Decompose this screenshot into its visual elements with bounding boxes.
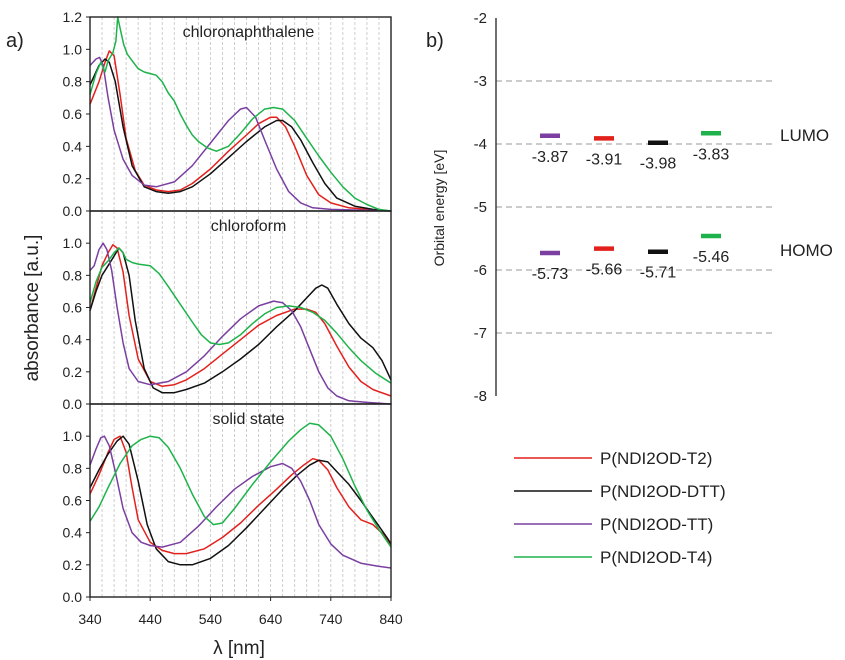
x-tick-label: 340: [78, 611, 102, 627]
homo-value-label: -5.66: [586, 262, 623, 279]
y-tick-label: 0.0: [63, 203, 83, 219]
legend-entry-tt: P(NDI2OD-TT): [600, 515, 713, 534]
panel-frame: [89, 16, 392, 212]
y-tick-label: 0.6: [63, 106, 83, 122]
y-tick-label: 1.2: [63, 9, 83, 25]
y-tick-label: 1.0: [63, 41, 83, 57]
lumo-value-label: -3.91: [586, 151, 623, 168]
y-tick-label: -2: [474, 10, 487, 27]
orbital-energy-chart: -2-3-4-5-6-7-8-3.87-5.73-3.91-5.66-3.98-…: [474, 10, 774, 405]
orbital-energy-y-axis-label: Orbital energy [eV]: [431, 150, 447, 267]
y-tick-label: 0.0: [63, 396, 83, 412]
y-tick-label: 0.4: [63, 138, 83, 154]
y-tick-label: 0.4: [63, 525, 83, 541]
lumo-label: LUMO: [780, 126, 829, 145]
y-tick-label: 0.2: [63, 364, 83, 380]
y-tick-label: 1.0: [63, 428, 83, 444]
series-line-dtt: [89, 247, 392, 394]
y-tick-label: -8: [474, 388, 487, 405]
y-tick-label: 0.8: [63, 74, 83, 90]
y-tick-label: -4: [474, 136, 487, 153]
panel-1: 0.0 0.2 0.4 0.6 0.8 1.0 chloroform: [63, 210, 392, 412]
series-line-tt: [89, 435, 392, 569]
panel-label: solid state: [212, 411, 284, 428]
y-tick-label: -6: [474, 262, 487, 279]
y-tick-label: 0.0: [63, 589, 83, 605]
y-tick-label: 0.2: [63, 171, 83, 187]
series-line-t4: [89, 422, 392, 548]
y-tick-label: 0.4: [63, 332, 83, 348]
homo-value-label: -5.46: [693, 249, 730, 266]
lumo-value-label: -3.87: [532, 149, 569, 166]
panel-frame: [89, 210, 392, 405]
y-tick-label: 0.6: [63, 493, 83, 509]
y-tick-label: 0.8: [63, 267, 83, 283]
absorbance-y-axis-label: absorbance [a.u.]: [22, 235, 43, 382]
x-tick-label: 840: [379, 611, 403, 627]
y-tick-label: -7: [474, 325, 487, 342]
lumo-value-label: -3.83: [693, 146, 730, 163]
x-tick-label: 640: [259, 611, 283, 627]
absorbance-chart: 0.00.20.40.60.81.01.2chloronaphthalene0.…: [63, 9, 403, 627]
lumo-value-label: -3.98: [640, 156, 677, 173]
x-tick-label: 740: [319, 611, 343, 627]
panel-0: 0.0 0.2 0.4 0.6 0.8 1.0 1.2 chloronaphthalene: [63, 9, 392, 219]
series-line-tt: [89, 56, 392, 212]
x-tick-label: 540: [199, 611, 223, 627]
homo-value-label: -5.71: [640, 265, 677, 282]
y-tick-label: 0.8: [63, 460, 83, 476]
series-line-t4: [89, 247, 392, 384]
series-line-dtt: [89, 435, 392, 566]
homo-value-label: -5.73: [532, 266, 569, 283]
wavelength-x-axis-label: λ [nm]: [213, 638, 265, 659]
panel-label: chloroform: [211, 218, 287, 235]
series-line-t2: [89, 435, 392, 555]
legend-entry-dtt: P(NDI2OD-DTT): [600, 482, 726, 501]
y-tick-label: 0.6: [63, 300, 83, 316]
panel-2: 0.0 0.2 0.4 0.6 0.8 1.0 solid state: [63, 403, 392, 605]
homo-label: HOMO: [780, 241, 833, 260]
panel-a-letter: a): [6, 30, 24, 52]
panel-label: chloronaphthalene: [183, 24, 315, 41]
x-tick-label: 440: [139, 611, 163, 627]
series-line-t4: [89, 16, 392, 212]
legend-entry-t2: P(NDI2OD-T2): [600, 449, 712, 468]
series-line-dtt: [89, 58, 392, 212]
panel-b-letter: b): [426, 30, 444, 52]
series-line-t2: [89, 244, 392, 397]
y-tick-label: 0.2: [63, 557, 83, 573]
y-tick-label: -3: [474, 73, 487, 90]
y-tick-label: -5: [474, 199, 487, 216]
legend: P(NDI2OD-T2) P(NDI2OD-DTT) P(NDI2OD-TT) P(N…: [514, 449, 726, 567]
series-line-t2: [89, 50, 392, 212]
legend-entry-t4: P(NDI2OD-T4): [600, 548, 712, 567]
y-tick-label: 1.0: [63, 235, 83, 251]
